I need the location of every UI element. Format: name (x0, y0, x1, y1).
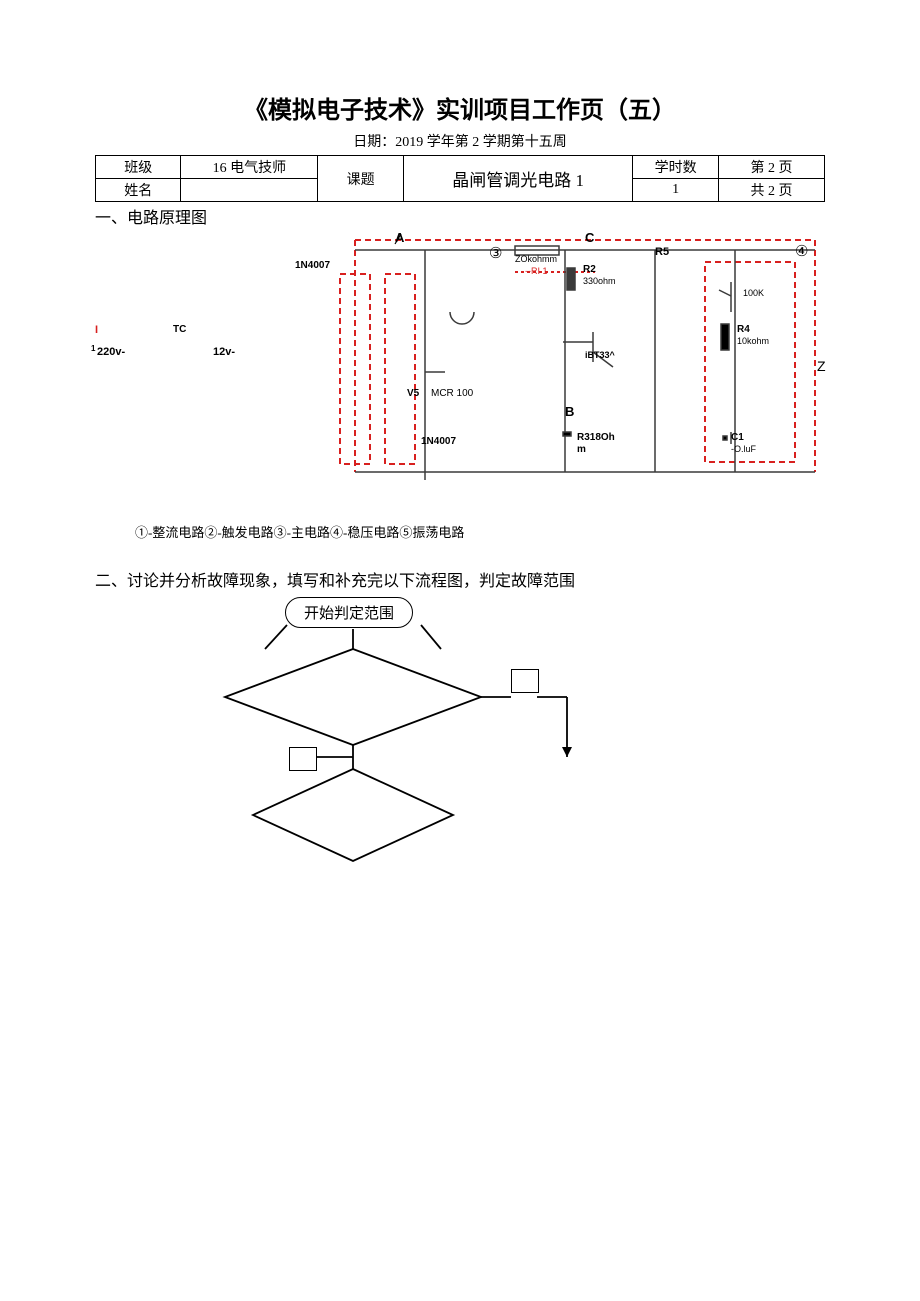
page-num: 第 2 页 (718, 156, 824, 179)
node-a-label: A (395, 230, 404, 245)
circuit-svg (95, 232, 825, 492)
page-title: 《模拟电子技术》实训项目工作页（五） (95, 90, 825, 125)
info-table: 班级 16 电气技师 课题 晶闸管调光电路 1 学时数 第 2 页 姓名 1 共… (95, 155, 825, 202)
zok-label: ZOkohmm (515, 254, 557, 264)
i-label: I (95, 324, 98, 336)
name-value (181, 179, 318, 202)
r4-label: R4 (737, 324, 750, 335)
ri-label: --RI 1 (525, 266, 548, 276)
page-subtitle: 日期：2019 学年第 2 学期第十五周 (95, 131, 825, 151)
mcr-label: MCR 100 (431, 388, 473, 399)
r318b-label: m (577, 444, 586, 455)
circuit-caption: ①-整流电路②-触发电路③-主电路④-稳压电路⑤振荡电路 (135, 522, 825, 541)
circle3-label: ③ (489, 244, 502, 262)
c1-label: C1 (731, 432, 744, 443)
flow-box-left (289, 747, 317, 771)
hours-value: 1 (633, 179, 718, 202)
v5-label: V5 (407, 388, 419, 399)
c1-value-label: -O.luF (731, 444, 756, 454)
name-label: 姓名 (96, 179, 181, 202)
hours-label: 学时数 (633, 156, 718, 179)
node-c-label: C (585, 230, 594, 245)
diode-bot-label: 1N4007 (421, 436, 456, 447)
r318-label: R318Oh (577, 432, 615, 443)
topic-label: 课题 (318, 156, 403, 202)
flowchart: 开始判定范围 (175, 597, 635, 877)
v220-label: 220v- (97, 346, 125, 358)
circle4-label: ④ (795, 242, 808, 260)
flow-box-right (511, 669, 539, 693)
topic-value: 晶闸管调光电路 1 (403, 156, 633, 202)
r5-label: R5 (655, 246, 669, 258)
bt33-label: iBT33^ (585, 350, 615, 360)
class-value: 16 电气技师 (181, 156, 318, 179)
flowchart-svg (175, 597, 635, 877)
z-label: Z (817, 358, 826, 374)
r4-value-label: 10kohm (737, 336, 769, 346)
class-label: 班级 (96, 156, 181, 179)
circuit-diagram: 1N4007 A ③ ZOkohmm C R5 ④ --RI 1 R2 330o… (95, 232, 825, 492)
v12-label: 12v- (213, 346, 235, 358)
node-b-label: B (565, 404, 574, 419)
section1-heading: 一、电路原理图 (95, 204, 825, 228)
total-pages: 共 2 页 (718, 179, 824, 202)
r2-label: R2 (583, 264, 596, 275)
r2-value-label: 330ohm (583, 276, 616, 286)
tc-label: TC (173, 324, 186, 335)
diode-top-label: 1N4007 (295, 260, 330, 271)
100k-label: 100K (743, 288, 764, 298)
section2-heading: 二、讨论并分析故障现象，填写和补充完以下流程图，判定故障范围 (95, 567, 825, 591)
sup1-label: 1 (91, 344, 95, 353)
